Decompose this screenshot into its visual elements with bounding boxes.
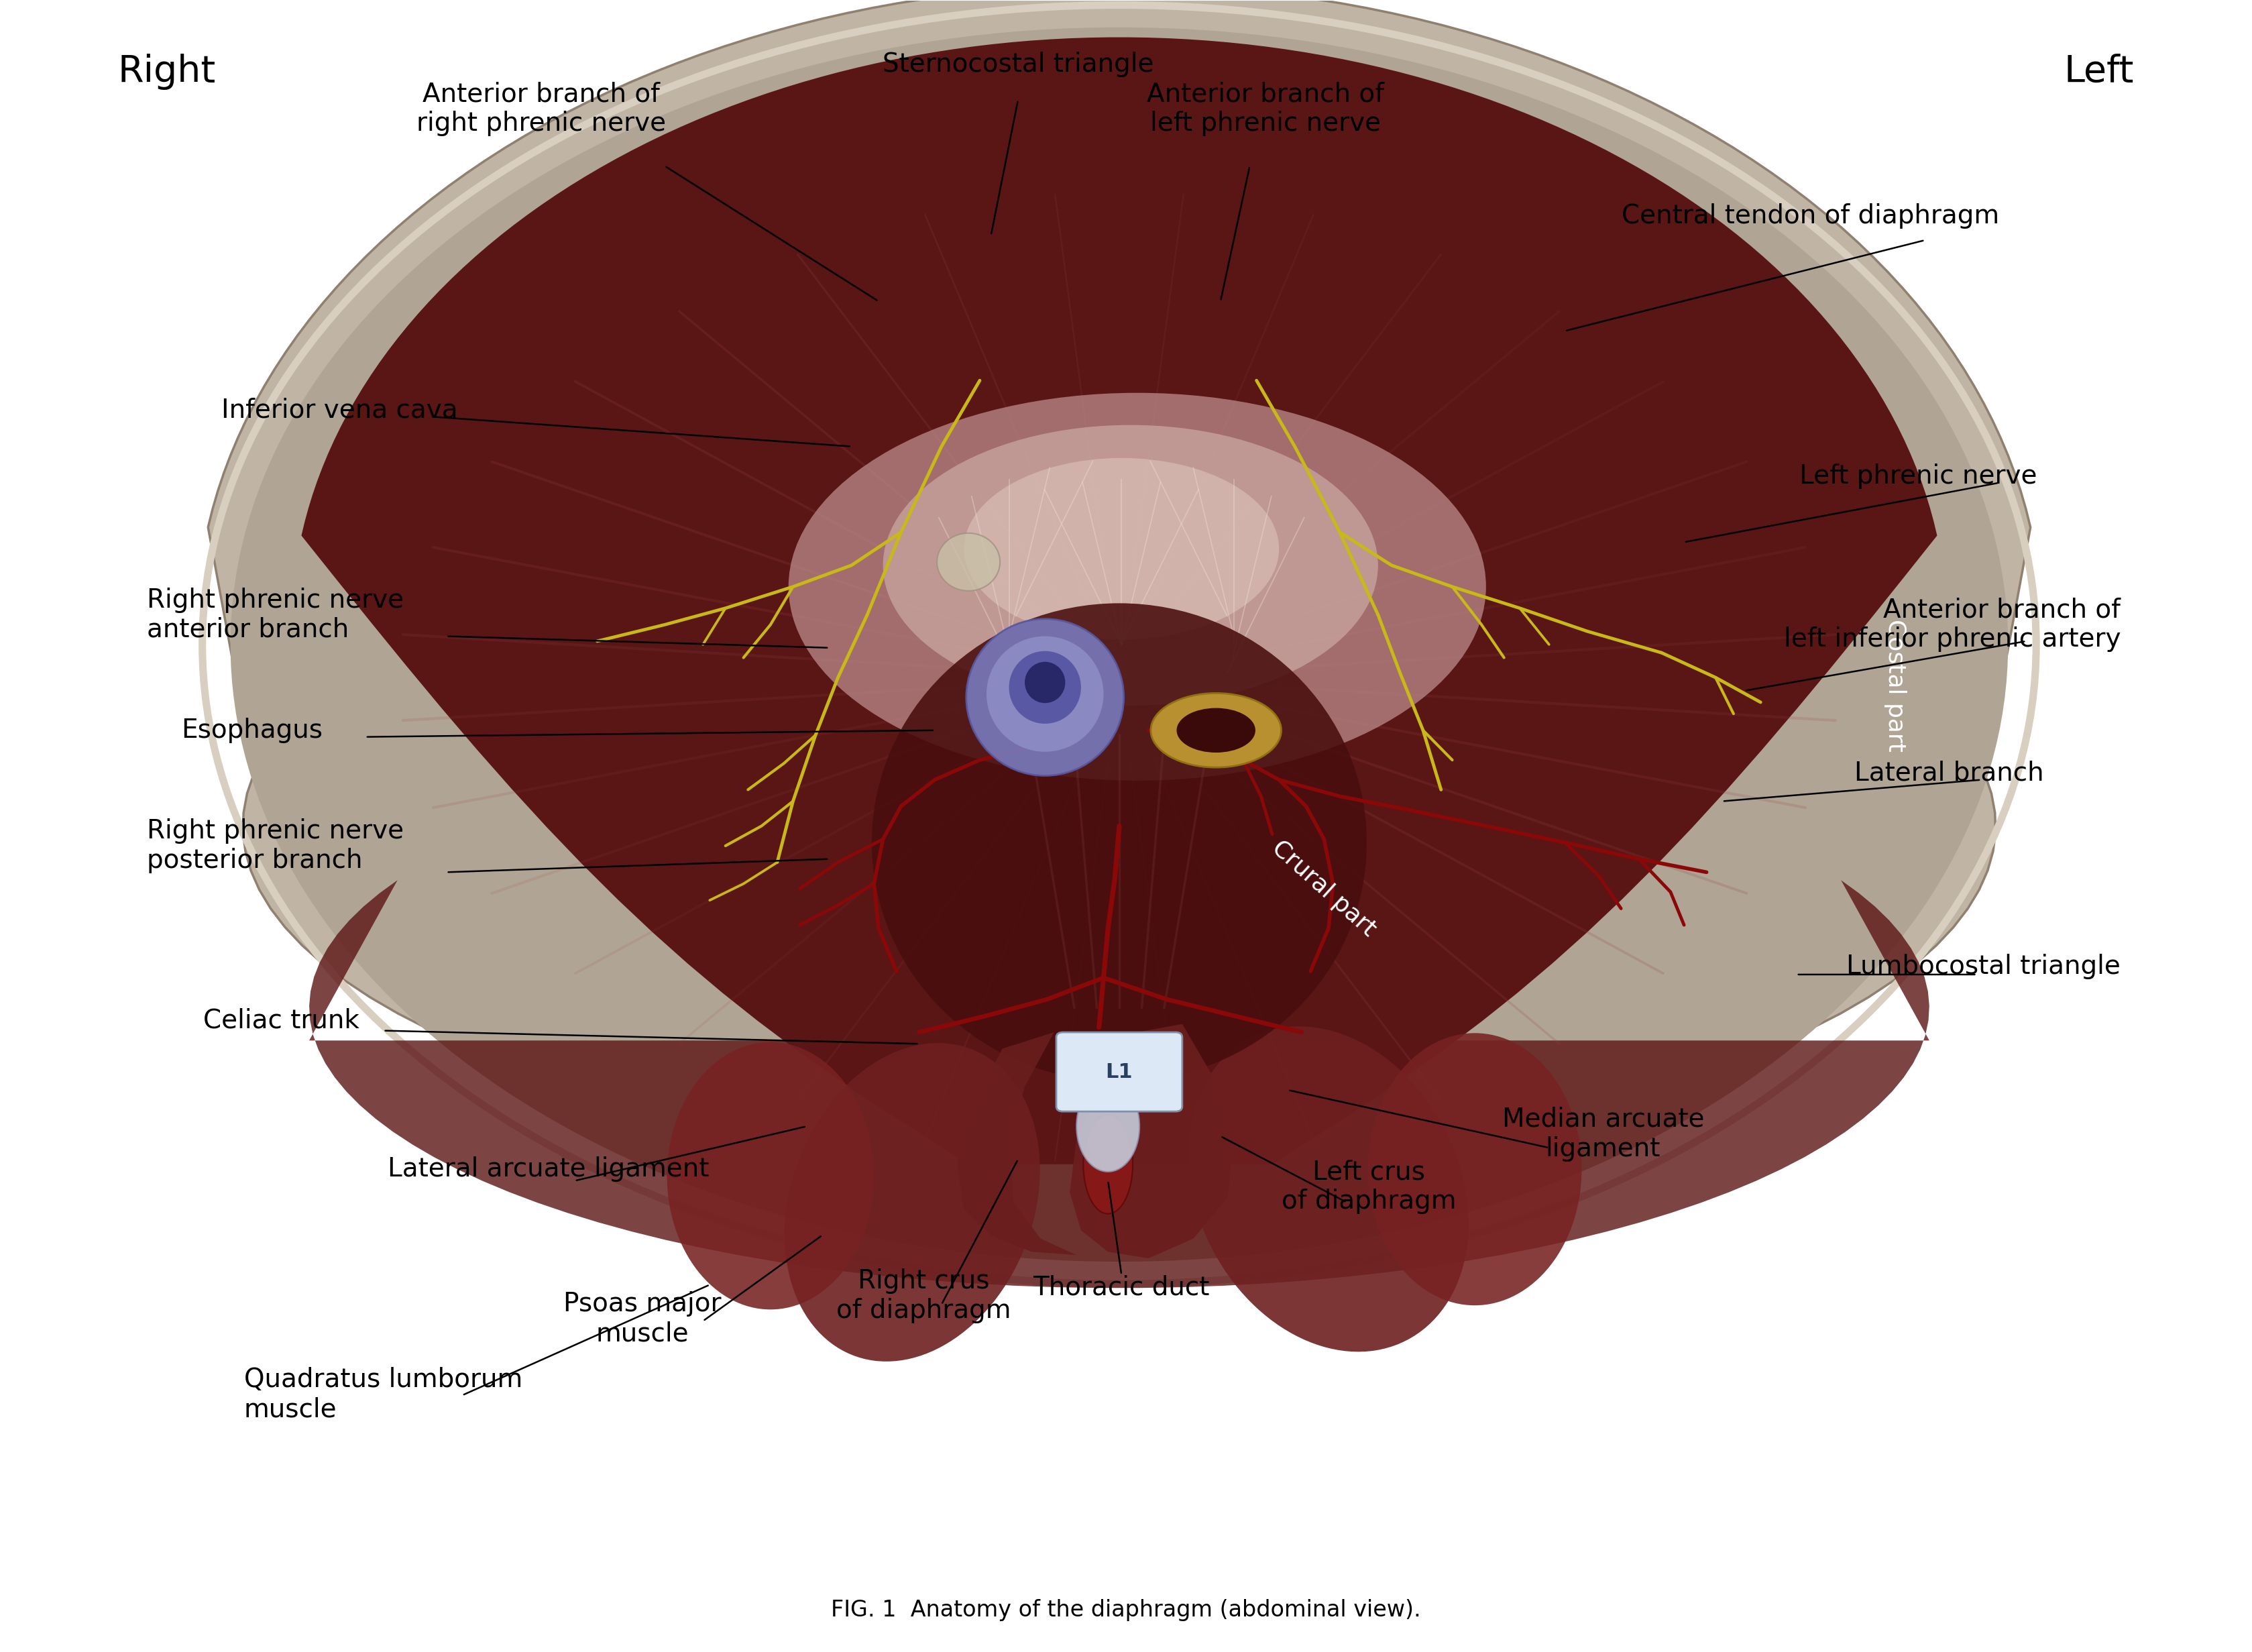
Ellipse shape [986, 636, 1103, 752]
Ellipse shape [1083, 1115, 1133, 1214]
Text: Median arcuate
ligament: Median arcuate ligament [1502, 1107, 1705, 1161]
Text: Esophagus: Esophagus [180, 717, 322, 743]
Text: Quadratus lumborum
muscle: Quadratus lumborum muscle [243, 1368, 522, 1422]
Text: Psoas major
muscle: Psoas major muscle [563, 1292, 721, 1346]
Ellipse shape [883, 425, 1378, 705]
Text: Anterior branch of
left phrenic nerve: Anterior branch of left phrenic nerve [1146, 81, 1385, 135]
Text: Sternocostal triangle: Sternocostal triangle [883, 51, 1153, 78]
Polygon shape [1070, 1024, 1234, 1259]
Ellipse shape [966, 620, 1124, 776]
Text: Anterior branch of
left inferior phrenic artery: Anterior branch of left inferior phrenic… [1784, 596, 2121, 653]
Text: Lateral branch: Lateral branch [1853, 760, 2045, 786]
Ellipse shape [1076, 1080, 1140, 1171]
Ellipse shape [964, 458, 1279, 639]
Polygon shape [302, 38, 1937, 1165]
Ellipse shape [1151, 694, 1281, 768]
Polygon shape [207, 0, 2031, 1156]
Text: Right: Right [117, 55, 216, 89]
Ellipse shape [1367, 1032, 1581, 1305]
Ellipse shape [1025, 662, 1065, 704]
Text: Lumbocostal triangle: Lumbocostal triangle [1847, 953, 2121, 980]
Text: Central tendon of diaphragm: Central tendon of diaphragm [1621, 203, 2000, 228]
Ellipse shape [1176, 709, 1254, 753]
Text: Lateral arcuate ligament: Lateral arcuate ligament [387, 1156, 709, 1181]
Text: Celiac trunk: Celiac trunk [203, 1008, 360, 1034]
FancyBboxPatch shape [1056, 1032, 1182, 1112]
Ellipse shape [230, 28, 2009, 1262]
Text: Anterior branch of
right phrenic nerve: Anterior branch of right phrenic nerve [417, 81, 667, 135]
Ellipse shape [784, 1042, 1040, 1361]
Text: Inferior vena cava: Inferior vena cava [221, 398, 457, 423]
Ellipse shape [937, 534, 1000, 591]
Text: FIG. 1  Anatomy of the diaphragm (abdominal view).: FIG. 1 Anatomy of the diaphragm (abdomin… [831, 1599, 1421, 1621]
Text: Left crus
of diaphragm: Left crus of diaphragm [1281, 1160, 1457, 1214]
Ellipse shape [1189, 1026, 1468, 1351]
Text: Thoracic duct: Thoracic duct [1034, 1275, 1209, 1300]
Polygon shape [957, 1032, 1076, 1256]
Polygon shape [309, 881, 1930, 1289]
Text: Left: Left [2065, 55, 2135, 89]
Text: Right phrenic nerve
posterior branch: Right phrenic nerve posterior branch [146, 818, 403, 874]
Text: Left phrenic nerve: Left phrenic nerve [1799, 464, 2038, 489]
Text: Costal part: Costal part [1885, 620, 1907, 752]
Ellipse shape [667, 1042, 874, 1310]
Text: Right phrenic nerve
anterior branch: Right phrenic nerve anterior branch [146, 586, 403, 643]
Ellipse shape [872, 603, 1367, 1082]
Text: L1: L1 [1106, 1062, 1133, 1082]
Text: Right crus
of diaphragm: Right crus of diaphragm [835, 1269, 1011, 1323]
Ellipse shape [1009, 651, 1081, 724]
Ellipse shape [788, 393, 1486, 781]
Text: Crural part: Crural part [1268, 836, 1380, 942]
